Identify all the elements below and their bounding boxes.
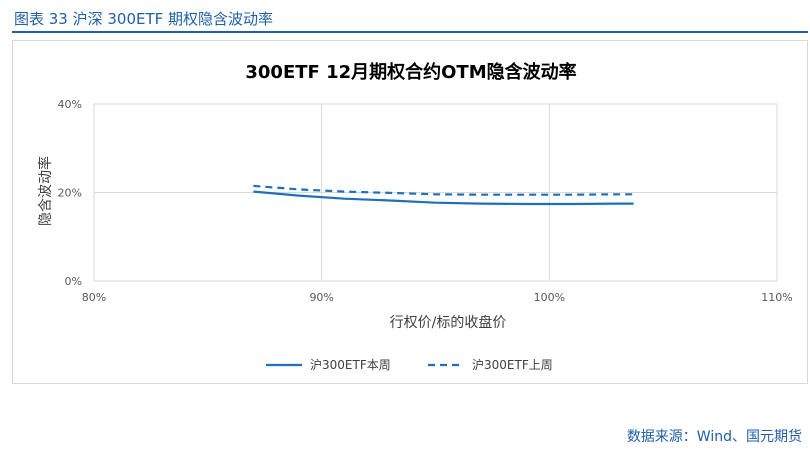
y-tick-labels: 0% 20% 40% xyxy=(58,98,82,288)
y-tick-label: 40% xyxy=(58,98,82,111)
series-line-2 xyxy=(253,184,634,196)
chart-svg: 300ETF 12月期权合约OTM隐含波动率 0% 20% 40% 80% 90% 10… xyxy=(37,61,793,372)
legend-label-1: 沪300ETF本周 xyxy=(310,358,391,372)
chart-legend: 沪300ETF本周 沪300ETF上周 xyxy=(266,358,553,372)
x-tick-label: 110% xyxy=(761,291,792,304)
x-tick-label: 100% xyxy=(534,291,565,304)
x-axis-label: 行权价/标的收盘价 xyxy=(390,314,507,331)
chart-title: 300ETF 12月期权合约OTM隐含波动率 xyxy=(245,61,576,83)
title-divider xyxy=(12,31,808,33)
figure-title: 图表 33 沪深 300ETF 期权隐含波动率 xyxy=(14,10,274,28)
data-source: 数据来源：Wind、国元期货 xyxy=(626,429,802,445)
chart-grid xyxy=(93,103,778,282)
chart-container: 300ETF 12月期权合约OTM隐含波动率 0% 20% 40% 80% 90% 10… xyxy=(12,40,808,384)
chart-series xyxy=(253,184,634,206)
series-line-1 xyxy=(253,190,634,206)
x-tick-label: 90% xyxy=(309,291,333,304)
x-tick-labels: 80% 90% 100% 110% xyxy=(82,291,793,304)
y-tick-label: 0% xyxy=(65,275,82,288)
y-tick-label: 20% xyxy=(58,187,82,200)
legend-label-2: 沪300ETF上周 xyxy=(472,358,553,372)
y-axis-label: 隐含波动率 xyxy=(37,156,54,226)
x-tick-label: 80% xyxy=(82,291,106,304)
